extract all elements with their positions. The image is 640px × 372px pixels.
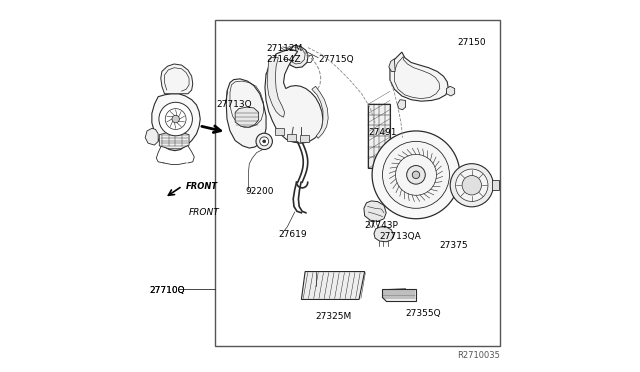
- Circle shape: [159, 102, 193, 136]
- Circle shape: [412, 171, 420, 179]
- Circle shape: [456, 169, 488, 202]
- Polygon shape: [267, 58, 285, 117]
- Bar: [492, 180, 499, 190]
- Text: 27743P: 27743P: [364, 221, 398, 230]
- Circle shape: [260, 137, 269, 146]
- Polygon shape: [161, 64, 193, 94]
- Bar: [287, 134, 296, 141]
- Text: 27713Q: 27713Q: [216, 100, 252, 109]
- Text: 27715Q: 27715Q: [318, 55, 354, 64]
- Circle shape: [462, 176, 481, 195]
- Polygon shape: [235, 107, 259, 127]
- Polygon shape: [447, 86, 454, 96]
- Text: FRONT: FRONT: [186, 182, 218, 191]
- Circle shape: [256, 133, 273, 150]
- Polygon shape: [265, 49, 323, 143]
- Polygon shape: [369, 104, 390, 168]
- Text: 27375: 27375: [439, 241, 468, 250]
- Bar: [300, 135, 309, 142]
- Polygon shape: [227, 79, 266, 148]
- Polygon shape: [159, 132, 189, 149]
- Circle shape: [172, 115, 179, 123]
- Circle shape: [262, 140, 266, 143]
- Text: 27355Q: 27355Q: [406, 309, 441, 318]
- Text: R2710035: R2710035: [458, 351, 500, 360]
- Polygon shape: [312, 86, 328, 138]
- Circle shape: [165, 109, 186, 129]
- Circle shape: [450, 164, 493, 207]
- Polygon shape: [287, 45, 308, 68]
- Polygon shape: [383, 289, 416, 301]
- Polygon shape: [397, 100, 406, 110]
- Polygon shape: [389, 59, 395, 71]
- Circle shape: [406, 166, 425, 184]
- Text: 27325M: 27325M: [316, 312, 352, 321]
- Circle shape: [383, 141, 449, 208]
- Bar: [275, 128, 284, 135]
- Bar: [215, 20, 500, 346]
- Text: 27619: 27619: [278, 230, 307, 239]
- Polygon shape: [374, 227, 394, 242]
- Text: 92200: 92200: [246, 187, 274, 196]
- Polygon shape: [364, 201, 386, 221]
- Polygon shape: [301, 272, 365, 299]
- Text: 27491: 27491: [369, 128, 397, 137]
- Text: 27713QA: 27713QA: [380, 232, 421, 241]
- Polygon shape: [390, 52, 449, 101]
- Polygon shape: [145, 128, 158, 145]
- Text: 27710Q: 27710Q: [149, 286, 184, 295]
- Polygon shape: [152, 94, 200, 151]
- Text: 27150: 27150: [458, 38, 486, 47]
- Circle shape: [372, 131, 460, 219]
- Text: FRONT: FRONT: [189, 208, 220, 217]
- Text: 27112M: 27112M: [266, 44, 302, 53]
- Text: 27710Q: 27710Q: [149, 286, 184, 295]
- Text: 27164Z: 27164Z: [266, 55, 301, 64]
